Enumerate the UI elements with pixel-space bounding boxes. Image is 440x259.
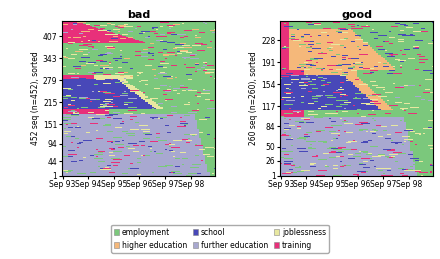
Y-axis label: 260 seq (n=260), sorted: 260 seq (n=260), sorted — [249, 52, 258, 145]
Title: good: good — [341, 10, 372, 20]
Title: bad: bad — [127, 10, 150, 20]
Legend: employment, higher education, school, further education, joblessness, training: employment, higher education, school, fu… — [111, 225, 329, 253]
Y-axis label: 452 seq (n=452), sorted: 452 seq (n=452), sorted — [31, 52, 40, 145]
